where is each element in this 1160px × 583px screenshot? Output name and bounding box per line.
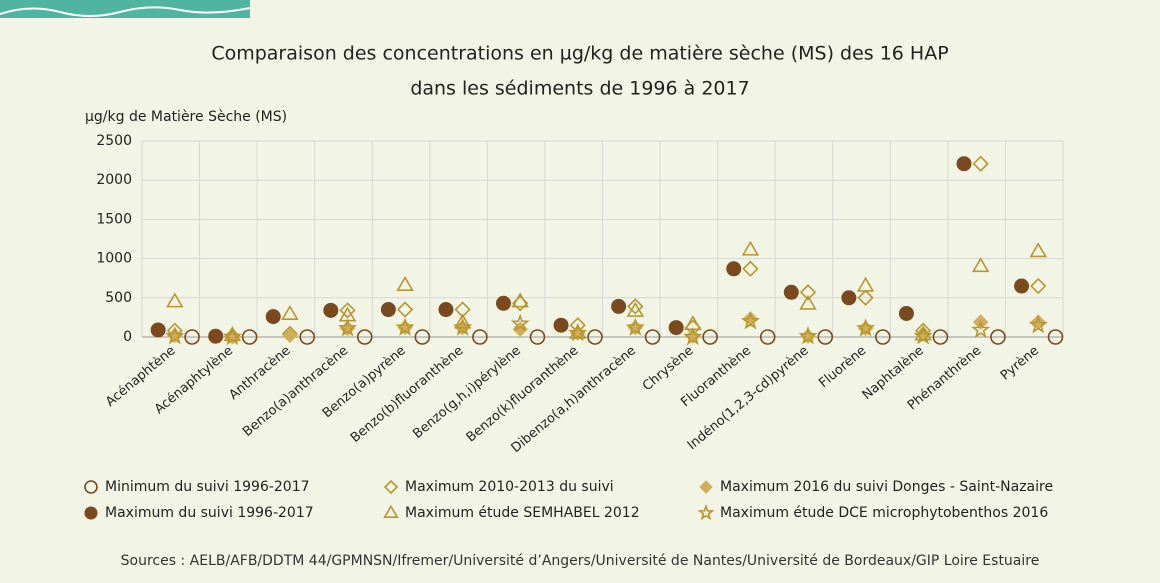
marker [395, 317, 415, 336]
marker [898, 305, 914, 321]
legend-marker [383, 504, 399, 519]
source: Sources : AELB/AFB/DDTM 44/GPMNSN/Ifreme… [121, 553, 1040, 569]
chart-title: Comparaison des concentrations en µg/kg … [211, 43, 948, 65]
marker [396, 275, 414, 291]
marker [1028, 315, 1048, 334]
marker [1047, 329, 1064, 345]
marker [438, 302, 454, 318]
marker [1014, 278, 1030, 294]
marker [702, 329, 718, 345]
marker [971, 257, 990, 273]
marker [299, 329, 316, 345]
marker [396, 301, 414, 318]
marker [414, 329, 431, 345]
marker [184, 329, 200, 345]
marker [1029, 242, 1047, 258]
marker [668, 320, 684, 336]
marker [740, 311, 761, 330]
legend-label: Maximum 2010-2013 du suivi [405, 479, 614, 495]
legend-label: Maximum du suivi 1996-2017 [105, 505, 314, 521]
marker [875, 329, 891, 345]
y-tick-label: 0 [123, 329, 132, 345]
marker [783, 284, 799, 300]
marker [208, 328, 224, 344]
marker [841, 290, 857, 306]
marker [166, 292, 184, 308]
marker [626, 301, 645, 317]
marker [553, 317, 569, 333]
marker [932, 329, 949, 345]
marker [495, 295, 511, 311]
marker [510, 313, 530, 332]
marker [741, 240, 760, 256]
marker [569, 323, 587, 339]
marker [971, 319, 991, 339]
chart-title: dans les sédiments de 1996 à 2017 [410, 78, 749, 100]
y-tick-label: 2500 [96, 133, 132, 149]
marker [855, 318, 876, 337]
y-axis-label: µg/kg de Matière Sèche (MS) [85, 109, 287, 125]
marker [511, 292, 529, 308]
marker [627, 298, 644, 315]
marker [568, 323, 588, 342]
marker [222, 326, 242, 346]
marker [281, 304, 299, 320]
marker [150, 322, 166, 338]
marker [282, 327, 298, 344]
marker [759, 329, 776, 345]
marker [817, 329, 834, 345]
marker [453, 313, 472, 329]
marker [339, 302, 356, 319]
marker [472, 329, 488, 345]
marker [323, 302, 339, 318]
marker [857, 289, 874, 306]
marker [972, 155, 989, 172]
marker [625, 317, 645, 336]
marker [587, 329, 603, 345]
marker [241, 329, 258, 345]
legend-marker [697, 504, 715, 521]
marker [798, 326, 818, 345]
y-tick-label: 2000 [96, 172, 132, 188]
marker [1030, 277, 1047, 295]
y-tick-label: 500 [105, 290, 132, 306]
marker [529, 329, 546, 345]
legend-marker [84, 506, 98, 520]
marker [380, 302, 396, 318]
marker [726, 261, 742, 277]
banner-wave [0, 6, 251, 17]
marker [913, 326, 933, 345]
marker [265, 309, 281, 325]
marker [742, 260, 759, 277]
marker [611, 298, 627, 314]
y-tick-label: 1500 [96, 211, 132, 227]
legend-label: Maximum étude SEMHABEL 2012 [405, 505, 640, 521]
legend-marker [84, 480, 98, 494]
marker [453, 317, 473, 336]
y-tick-label: 1000 [96, 251, 132, 267]
marker [644, 329, 661, 345]
marker [990, 329, 1006, 345]
marker [165, 326, 185, 345]
marker [683, 326, 703, 346]
legend-marker [699, 480, 713, 494]
marker [956, 156, 972, 172]
marker [337, 318, 358, 337]
marker [856, 276, 875, 292]
marker [356, 329, 373, 345]
marker [799, 284, 817, 301]
legend-label: Minimum du suivi 1996-2017 [105, 479, 310, 495]
marker [799, 294, 817, 310]
legend-marker [383, 479, 399, 495]
legend-label: Maximum étude DCE microphytobenthos 2016 [720, 505, 1048, 521]
legend-label: Maximum 2016 du suivi Donges - Saint-Naz… [720, 479, 1053, 495]
